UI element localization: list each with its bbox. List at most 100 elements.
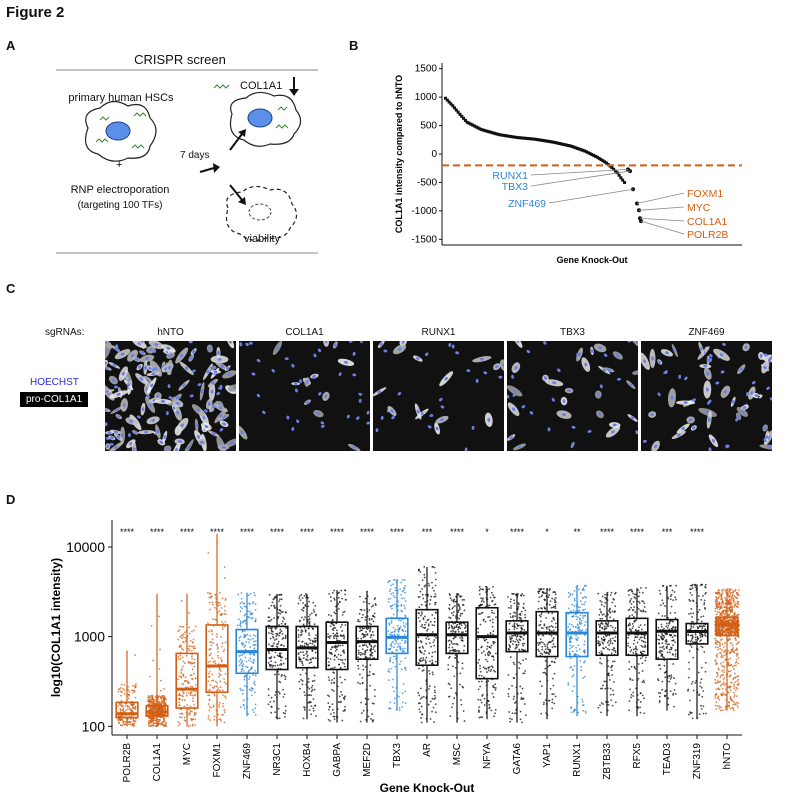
data-point bbox=[479, 699, 482, 701]
data-point bbox=[518, 624, 520, 627]
data-point bbox=[243, 652, 246, 655]
ranked-point bbox=[509, 134, 513, 138]
rnp-sub-label: (targeting 100 TFs) bbox=[77, 200, 163, 211]
x-axis-label: Gene Knock-Out bbox=[556, 255, 627, 265]
data-point bbox=[613, 649, 615, 652]
nucleus-dot bbox=[121, 433, 124, 438]
nucleus-dot bbox=[116, 392, 121, 396]
data-point bbox=[567, 682, 570, 684]
nucleus-dot bbox=[475, 378, 479, 383]
data-point bbox=[540, 613, 543, 616]
data-point bbox=[165, 698, 167, 701]
nucleus-dot bbox=[114, 445, 118, 449]
data-point bbox=[310, 713, 313, 716]
data-point bbox=[304, 592, 307, 595]
data-point bbox=[417, 702, 420, 705]
data-point bbox=[694, 586, 697, 589]
data-point bbox=[483, 618, 485, 621]
data-point bbox=[691, 640, 694, 643]
data-point bbox=[688, 598, 691, 601]
data-point bbox=[737, 589, 740, 592]
data-point bbox=[271, 601, 274, 604]
nucleus-dot bbox=[770, 355, 772, 360]
data-point bbox=[401, 651, 404, 653]
data-point bbox=[161, 721, 163, 724]
data-point bbox=[303, 594, 306, 597]
data-point bbox=[447, 682, 450, 685]
data-point bbox=[672, 663, 675, 665]
data-point bbox=[663, 636, 666, 639]
data-point bbox=[492, 630, 495, 633]
data-point bbox=[604, 593, 606, 596]
data-point bbox=[537, 634, 540, 637]
significance-label: **** bbox=[360, 527, 375, 537]
data-point bbox=[390, 645, 393, 648]
data-point bbox=[641, 628, 643, 631]
data-point bbox=[332, 715, 335, 718]
nucleus-dot bbox=[217, 350, 220, 355]
data-point bbox=[193, 672, 195, 675]
nucleus-dot bbox=[229, 441, 234, 445]
nucleus-dot bbox=[116, 348, 120, 353]
data-point bbox=[609, 638, 612, 640]
data-point bbox=[737, 662, 740, 665]
data-point bbox=[433, 639, 436, 641]
nucleus-dot bbox=[751, 381, 756, 385]
data-point bbox=[248, 669, 251, 672]
data-point bbox=[267, 694, 270, 697]
data-point bbox=[548, 650, 551, 653]
data-point bbox=[489, 633, 492, 635]
category-label: FOXM1 bbox=[212, 743, 223, 778]
nucleus-dot bbox=[358, 392, 363, 396]
ranked-point bbox=[568, 144, 572, 148]
data-point bbox=[214, 600, 217, 603]
data-point bbox=[313, 679, 316, 682]
data-point bbox=[431, 624, 434, 626]
data-point bbox=[210, 641, 213, 644]
ranked-point bbox=[588, 152, 592, 156]
data-point bbox=[689, 588, 691, 590]
data-point bbox=[607, 625, 610, 628]
data-point bbox=[388, 668, 390, 671]
data-point bbox=[518, 648, 520, 651]
data-point bbox=[152, 659, 155, 662]
data-point bbox=[309, 639, 312, 642]
data-point bbox=[699, 636, 702, 638]
data-point bbox=[282, 662, 285, 665]
data-point bbox=[674, 655, 677, 658]
data-point bbox=[366, 649, 369, 651]
data-point bbox=[627, 642, 629, 645]
nucleus-dot bbox=[379, 342, 383, 346]
data-point bbox=[364, 653, 366, 656]
data-point bbox=[220, 614, 223, 617]
data-point bbox=[337, 658, 340, 661]
nucleus-dot bbox=[767, 358, 771, 363]
data-point bbox=[363, 627, 366, 630]
data-point bbox=[357, 637, 359, 640]
data-point bbox=[390, 592, 393, 595]
data-point bbox=[299, 634, 302, 637]
ranked-point bbox=[519, 136, 523, 140]
data-point bbox=[239, 620, 242, 623]
ranked-point bbox=[472, 124, 476, 128]
data-point bbox=[667, 697, 670, 700]
data-point bbox=[312, 709, 315, 712]
data-point bbox=[645, 586, 647, 589]
data-point bbox=[278, 600, 281, 602]
data-point bbox=[666, 651, 669, 654]
data-point bbox=[610, 669, 613, 672]
data-point bbox=[154, 706, 157, 708]
data-point bbox=[485, 658, 487, 661]
data-point bbox=[362, 644, 364, 647]
data-point bbox=[539, 680, 542, 683]
nucleus-dot bbox=[317, 348, 322, 353]
data-point bbox=[372, 614, 374, 617]
nucleus-dot bbox=[731, 399, 735, 404]
data-point bbox=[670, 593, 673, 596]
data-point bbox=[598, 613, 601, 616]
data-point bbox=[254, 674, 257, 677]
data-point bbox=[207, 661, 210, 664]
data-point bbox=[300, 631, 303, 634]
nucleus-dot bbox=[128, 433, 131, 438]
data-point bbox=[210, 706, 212, 709]
